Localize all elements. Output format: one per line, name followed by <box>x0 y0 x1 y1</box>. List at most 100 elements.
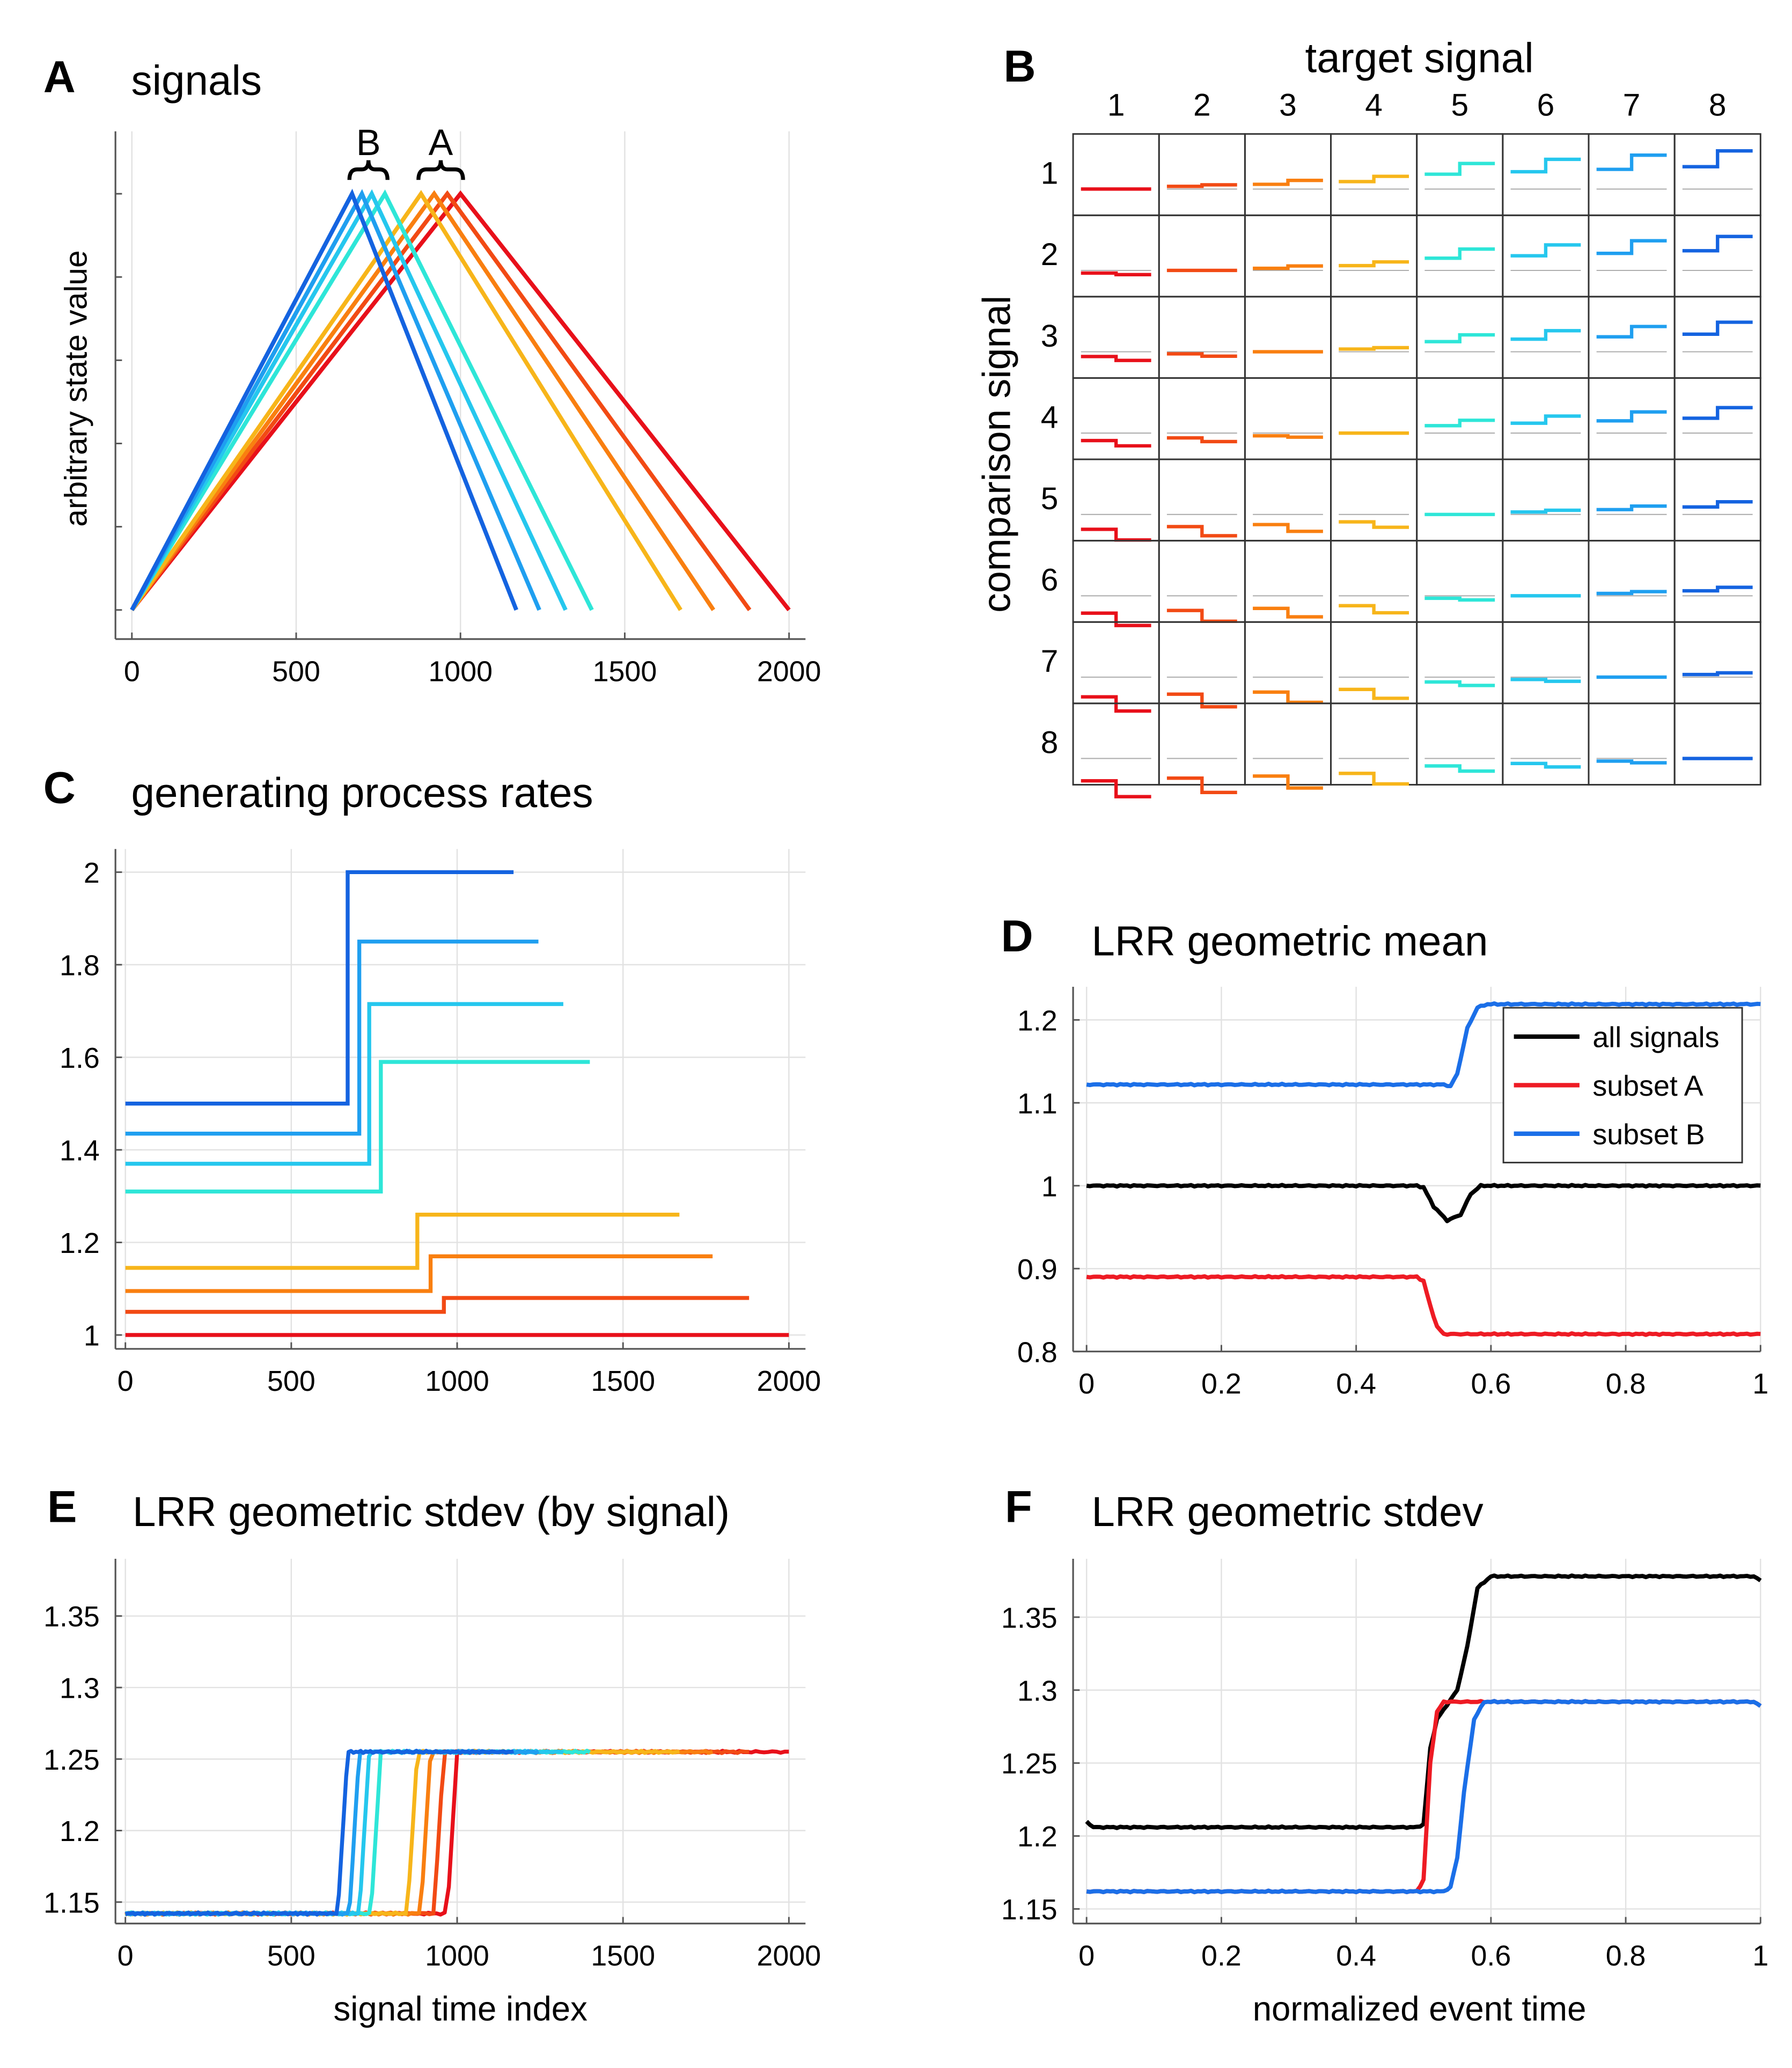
panel-b-trace <box>1166 183 1237 188</box>
panel-b-trace <box>1339 604 1409 615</box>
panel-b-trace <box>1166 525 1237 538</box>
panel-b-trace <box>1339 520 1409 529</box>
panel-b-cell <box>1502 621 1590 705</box>
panel-c-y-tick-label: 1.4 <box>60 1134 100 1167</box>
panel-b-trace <box>1596 759 1667 765</box>
panel-b-trace <box>1339 346 1409 351</box>
panel-b-col-label: 8 <box>1709 87 1727 122</box>
panel-f-y-tick-label: 1.25 <box>1001 1748 1057 1780</box>
panel-f-line-subset-a <box>1086 1699 1762 1895</box>
panel-d-x-tick-label: 1 <box>1752 1368 1768 1400</box>
panel-a-y-label: arbitrary state value <box>58 250 93 526</box>
panel-b-trace <box>1510 761 1581 769</box>
panel-b-trace <box>1081 355 1151 362</box>
panel-b-cell <box>1416 621 1504 705</box>
panel-e-x-tick-label: 1500 <box>591 1940 655 1972</box>
panel-e-x-label: signal time index <box>334 1990 588 2028</box>
panel-f-y-tick-label: 1.35 <box>1001 1602 1057 1634</box>
panel-b-cell <box>1072 296 1160 379</box>
panel-e-y-tick-label: 1.15 <box>43 1887 100 1919</box>
panel-c-y-tick-label: 1.6 <box>60 1042 100 1074</box>
panel-b-trace <box>1510 329 1581 341</box>
panel-b-row-label: 3 <box>1041 319 1059 354</box>
panel-a-signal-line-1 <box>130 190 791 612</box>
panel-b-cell <box>1588 540 1676 623</box>
panel-d-line-subset-a <box>1086 1274 1761 1337</box>
panel-b-cell <box>1588 458 1676 542</box>
panel-b-trace <box>1682 500 1753 509</box>
panel-b-trace <box>1510 508 1581 514</box>
panel-b-trace <box>1596 504 1667 511</box>
panel-b-trace <box>1253 264 1323 270</box>
panel-d-x-tick-label: 0 <box>1078 1368 1095 1400</box>
panel-b-trace <box>1510 678 1581 683</box>
panel-b-trace <box>1424 680 1495 687</box>
panel-b-trace <box>1081 527 1151 542</box>
panel-a-annotation-a: A <box>429 122 453 163</box>
panel-b-trace <box>1253 606 1323 619</box>
panel-b-cell <box>1416 458 1504 542</box>
panel-b-trace <box>1682 406 1753 420</box>
panel-e-x-tick-label: 1000 <box>425 1940 489 1972</box>
panel-b-row-label: 6 <box>1041 563 1059 598</box>
panel-b-cell <box>1158 702 1246 786</box>
panel-e-x-tick-label: 0 <box>117 1940 134 1972</box>
panel-b-col-label: 5 <box>1451 87 1468 122</box>
panel-b-cell <box>1502 458 1590 542</box>
panel-c-rate-line-7 <box>125 940 539 1136</box>
panel-f-line-subset-b <box>1086 1699 1762 1895</box>
panel-b-cell <box>1673 133 1761 216</box>
panel-f-y-tick-label: 1.3 <box>1017 1675 1057 1707</box>
panel-b-row-label: 4 <box>1041 400 1059 435</box>
panel-d-x-tick-label: 0.8 <box>1606 1368 1646 1400</box>
panel-c-x-tick-label: 1000 <box>425 1365 489 1397</box>
panel-c-rates: 0 500 1000 1500 2000 1 1.2 1.4 1.6 1.8 2 <box>60 849 821 1397</box>
panel-c-x-tick-label: 2000 <box>757 1365 821 1397</box>
panel-a-x-tick-label: 1500 <box>593 655 657 687</box>
panel-b-cell <box>1244 702 1332 786</box>
panel-c-y-tick-label: 1 <box>84 1320 100 1352</box>
panel-b-trace <box>1682 585 1753 593</box>
panel-b-col-label: 3 <box>1279 87 1297 122</box>
panel-b-cell <box>1244 214 1332 298</box>
panel-b-trace <box>1166 352 1237 358</box>
panel-c-rate-line-2 <box>125 1296 750 1314</box>
panel-a-brace-b <box>347 160 390 180</box>
panel-a-x-tick-label: 1000 <box>428 655 493 687</box>
panel-b-cell <box>1673 702 1761 786</box>
panel-b-trace <box>1166 776 1237 794</box>
panel-e-y-tick-label: 1.35 <box>43 1601 100 1633</box>
panel-a-x-tick-label: 2000 <box>757 655 821 687</box>
panel-b-trace <box>1682 320 1753 336</box>
panel-b-y-label: comparison signal <box>975 296 1019 613</box>
panel-title-d: LRR geometric mean <box>1091 917 1488 964</box>
panel-a-x-tick-label: 0 <box>124 655 140 687</box>
panel-f-x-tick-label: 0 <box>1078 1940 1095 1972</box>
panel-b-cell <box>1588 214 1676 298</box>
panel-c-x-tick-label: 0 <box>117 1365 134 1397</box>
panel-b-cell <box>1588 702 1676 786</box>
panel-b-trace <box>1682 234 1753 253</box>
panel-e-stdev-by-signal: 0 500 1000 1500 2000 1.15 1.2 1.25 1.3 1.35 signal… <box>43 1559 821 2028</box>
panel-a-signal-line-6 <box>130 189 568 611</box>
panel-d-x-tick-label: 0.2 <box>1201 1368 1242 1400</box>
panel-title-c: generating process rates <box>131 769 593 816</box>
panel-b-trace <box>1424 162 1495 176</box>
panel-f-x-tick-label: 0.4 <box>1336 1940 1376 1972</box>
panel-b-trace <box>1682 671 1753 677</box>
panel-b-trace <box>1339 174 1409 184</box>
panel-d-y-tick-label: 0.9 <box>1017 1253 1057 1286</box>
panel-b-cell <box>1673 458 1761 542</box>
panel-b-trace <box>1596 410 1667 423</box>
panel-b-trace <box>1339 772 1409 786</box>
panel-d-y-tick-label: 1.2 <box>1017 1004 1057 1037</box>
panel-f-x-tick-label: 1 <box>1752 1940 1768 1972</box>
panel-b-col-label: 7 <box>1623 87 1641 122</box>
panel-f-stdev: 0 0.2 0.4 0.6 0.8 1 1.15 1.2 1.25 1.3 1.35 normaliz… <box>1001 1559 1768 2028</box>
panel-b-trace <box>1081 611 1151 627</box>
panel-b-trace <box>1339 687 1409 700</box>
panel-d-y-tick-label: 0.8 <box>1017 1336 1057 1368</box>
panel-b-cell <box>1072 702 1160 786</box>
panel-c-y-tick-label: 2 <box>84 857 100 889</box>
